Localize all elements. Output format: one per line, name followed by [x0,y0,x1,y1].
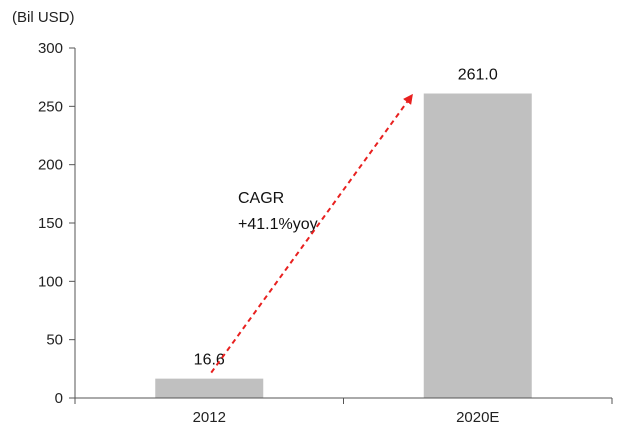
data-label: 261.0 [458,67,498,84]
bar-2020e [423,93,532,398]
cagr-value: +41.1%yoy [238,216,318,233]
y-tick-label: 50 [46,332,63,349]
y-tick-label: 0 [55,390,63,407]
bar-2012 [155,378,264,398]
cagr-arrow [210,93,413,374]
y-axis: 0 50 100 150 200 250 300 [38,40,76,407]
y-tick-label: 100 [38,273,63,290]
bars-group: 16.6 261.0 [155,67,532,398]
y-tick-label: 250 [38,98,63,115]
unit-label: (Bil USD) [12,9,75,26]
y-tick-label: 200 [38,157,63,174]
cagr-label: CAGR [238,190,284,207]
x-tick-label: 2020E [456,409,499,426]
cagr-annotation: CAGR +41.1%yoy [210,93,413,374]
data-label: 16.6 [194,352,225,369]
y-tick-label: 150 [38,215,63,232]
x-axis: 2012 2020E [74,397,613,426]
y-tick-label: 300 [38,40,63,57]
x-tick-label: 2012 [193,409,226,426]
